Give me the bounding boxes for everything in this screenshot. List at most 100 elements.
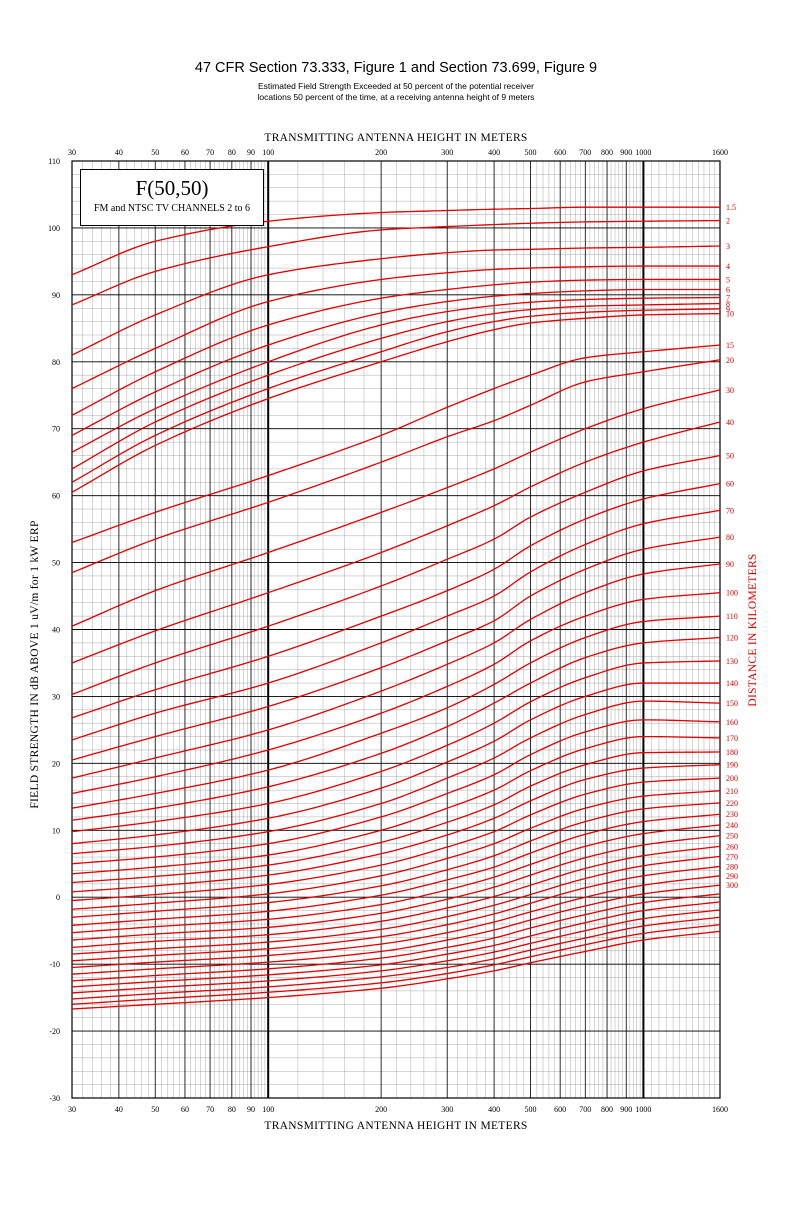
y-tick-label: 80 <box>52 358 60 367</box>
x-tick-label-top: 600 <box>554 148 566 157</box>
series-curve <box>71 924 721 1005</box>
x-tick-labels: 30 30 40 40 50 50 60 60 70 70 80 80 90 90 100 100 200 200… <box>68 148 728 1114</box>
series-curve <box>71 893 721 982</box>
series-curve <box>71 288 720 436</box>
series-curve <box>71 764 721 893</box>
y-tick-label: 100 <box>48 224 60 233</box>
series-curve <box>71 206 720 276</box>
series-curve <box>71 700 721 855</box>
y-tick-label: 50 <box>52 559 60 568</box>
distance-label: 1.5 <box>726 203 736 212</box>
series-curve <box>71 359 721 574</box>
distance-label: 60 <box>726 480 734 489</box>
x-tick-label-top: 1000 <box>635 148 651 157</box>
y-tick-label: -30 <box>49 1094 60 1103</box>
x-tick-label-bottom: 80 <box>228 1105 236 1114</box>
series-curve <box>71 790 721 910</box>
x-tick-label-top: 400 <box>488 148 500 157</box>
series-curve <box>71 308 721 483</box>
distance-label: 70 <box>726 506 734 515</box>
series-curve <box>71 563 721 779</box>
distance-label: 80 <box>726 533 734 542</box>
series-curve <box>71 916 721 1000</box>
distance-label: 280 <box>726 862 738 871</box>
x-tick-label-bottom: 60 <box>181 1105 189 1114</box>
distance-label: 270 <box>726 852 738 861</box>
y-tick-label: 10 <box>52 826 60 835</box>
subtitle-line-1: Estimated Field Strength Exceeded at 50 … <box>258 81 534 91</box>
x-tick-label-bottom: 400 <box>488 1105 500 1114</box>
series-curve <box>71 454 721 696</box>
series-curve <box>71 296 721 453</box>
y-tick-labels: -30 -20 -10 0 10 20 30 40 50 60 70 80 90 100 110 <box>48 157 60 1103</box>
series-curve <box>71 719 721 865</box>
x-tick-label-bottom: 300 <box>441 1105 453 1114</box>
series-curve <box>71 278 720 416</box>
distance-label: 300 <box>726 881 738 890</box>
x-axis-label-bottom: TRANSMITTING ANTENNA HEIGHT IN METERS <box>264 1120 527 1132</box>
series-curve <box>71 865 721 962</box>
series-curve <box>71 834 721 941</box>
x-tick-label-bottom: 800 <box>601 1105 613 1114</box>
legend-subtitle: FM and NTSC TV CHANNELS 2 to 6 <box>93 203 251 214</box>
distance-label: 230 <box>726 810 738 819</box>
distance-label: 8 <box>726 300 730 309</box>
distance-label: 90 <box>726 560 734 569</box>
series-curve <box>71 245 721 356</box>
y-tick-label: 30 <box>52 692 60 701</box>
distance-label: 260 <box>726 842 738 851</box>
series-curve <box>71 265 720 390</box>
x-tick-label-bottom: 1000 <box>635 1105 651 1114</box>
x-tick-label-bottom: 100 <box>262 1105 274 1114</box>
distance-label: 120 <box>726 634 738 643</box>
distance-label: 290 <box>726 872 738 881</box>
series-curve <box>71 509 721 741</box>
x-tick-label-top: 900 <box>620 148 632 157</box>
x-tick-label-bottom: 70 <box>206 1105 214 1114</box>
distance-label: 200 <box>726 774 738 783</box>
series-curve <box>71 615 721 809</box>
distance-label: 50 <box>726 451 734 460</box>
series-curve <box>71 636 721 821</box>
series-curve <box>71 660 721 833</box>
series-curve <box>71 312 721 493</box>
x-tick-label-bottom: 50 <box>151 1105 159 1114</box>
distance-label: 240 <box>726 821 738 830</box>
distance-label: 170 <box>726 734 738 743</box>
y-tick-label: 60 <box>52 492 60 501</box>
y-tick-label: 110 <box>48 157 60 166</box>
distance-label: 3 <box>726 242 730 251</box>
page-title: 47 CFR Section 73.333, Figure 1 and Sect… <box>194 60 598 76</box>
distance-label: 6 <box>726 286 730 295</box>
series-curve <box>71 389 721 627</box>
series-curve <box>71 884 721 975</box>
x-tick-label-top: 700 <box>579 148 591 157</box>
subtitle-line-2: locations 50 percent of the time, at a r… <box>257 92 535 102</box>
y-tick-label: 40 <box>52 626 60 635</box>
series-curve <box>71 592 721 795</box>
distance-label: 5 <box>726 275 730 284</box>
series-curve <box>71 909 721 994</box>
x-tick-label-bottom: 500 <box>524 1105 536 1114</box>
x-tick-label-top: 200 <box>375 148 387 157</box>
x-tick-label-bottom: 30 <box>68 1105 76 1114</box>
x-tick-label-bottom: 600 <box>554 1105 566 1114</box>
legend-title: F(50,50) <box>135 176 209 200</box>
series-curve <box>71 219 721 306</box>
series-curve <box>71 813 721 926</box>
x-tick-label-top: 60 <box>181 148 189 157</box>
series-curve <box>71 930 721 1010</box>
x-tick-label-bottom: 200 <box>375 1105 387 1114</box>
distance-label: 7 <box>726 294 730 303</box>
distance-label: 9 <box>726 305 730 314</box>
x-tick-label-top: 40 <box>115 148 123 157</box>
series-curve <box>71 751 721 884</box>
x-tick-label-bottom: 40 <box>115 1105 123 1114</box>
x-tick-label-top: 300 <box>441 148 453 157</box>
series-curve <box>71 735 721 875</box>
x-tick-label-bottom: 900 <box>620 1105 632 1114</box>
y-tick-label: 70 <box>52 425 60 434</box>
distance-label: 10 <box>726 310 734 319</box>
series-curve <box>71 845 721 949</box>
